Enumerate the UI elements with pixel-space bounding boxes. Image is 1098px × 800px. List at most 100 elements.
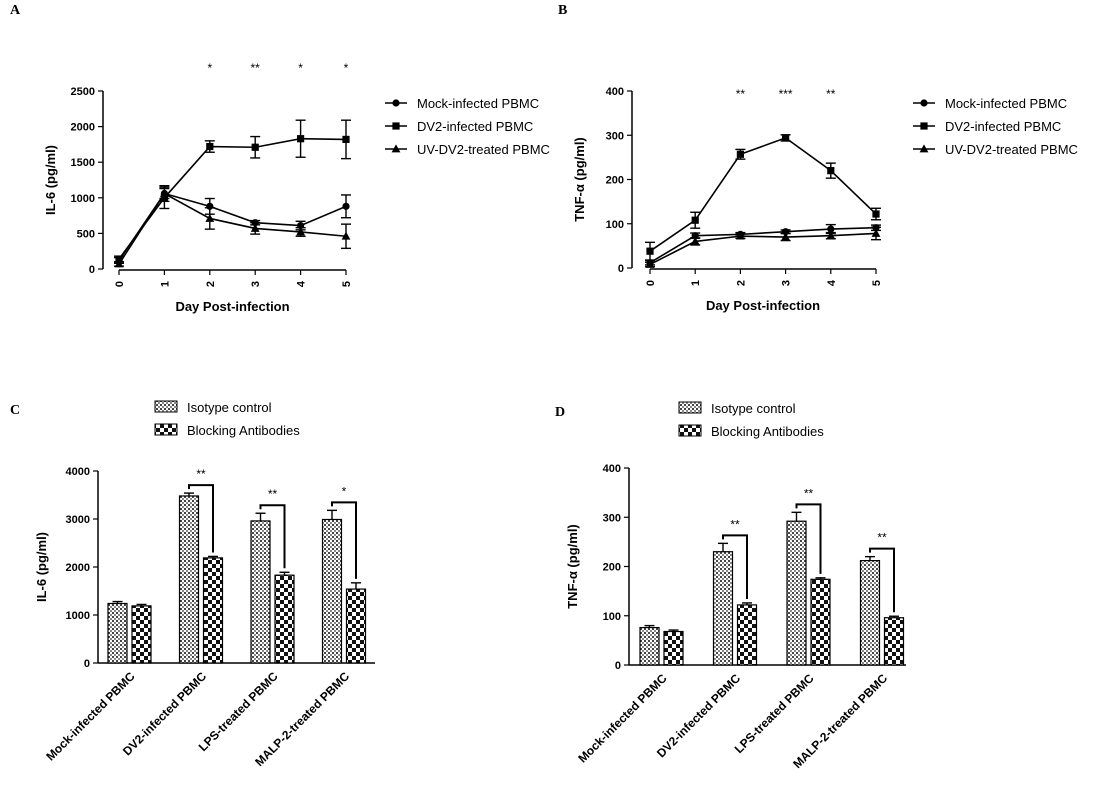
bar [178,495,200,664]
panel-label-a: A [10,3,21,18]
significance-label: * [344,61,349,75]
legend-label: Blocking Antibodies [187,423,300,438]
panel-label-c: C [10,403,20,418]
category-label: LPS-treated PBMC [196,669,281,754]
significance-label: ** [826,87,836,101]
significance-label: * [342,484,347,498]
x-tick-label: 1 [159,281,171,287]
series-line [118,192,347,261]
x-tick-label: 5 [871,280,883,286]
y-tick-label: 0 [84,658,90,670]
x-tick-label: 2 [205,281,217,287]
bar [250,520,271,664]
legend-marker [392,99,400,107]
data-point [342,202,350,210]
y-tick-label: 1500 [71,157,95,169]
bar [736,604,758,666]
data-point [205,213,215,222]
significance-bracket [722,534,748,599]
bar [883,617,905,666]
bar [663,630,684,666]
significance-label: * [298,61,303,75]
significance-label: ** [196,467,206,481]
legend-label: Mock-infected PBMC [945,96,1067,111]
significance-label: ** [251,61,261,75]
data-point [827,167,835,175]
y-axis-title: TNF-α (pg/ml) [572,137,587,222]
legend-swatch [154,400,178,413]
significance-bracket [259,504,286,569]
bar [321,518,343,664]
y-tick-label: 2500 [71,86,95,98]
x-tick-label: 5 [341,281,353,287]
x-tick-label: 2 [735,280,747,286]
y-tick-label: 2000 [71,122,95,134]
panel-a-line-chart: 0 500 1000 1500 2000 2500 0 1 2 3 4 5 Day Post-infec… [43,61,550,314]
data-point [736,150,744,158]
x-axis-title: Day Post-infection [175,299,289,314]
significance-label: ** [268,487,278,501]
legend-swatch [154,423,178,436]
legend-marker [920,99,928,107]
panel-label-d: D [555,405,565,420]
bar [107,602,128,664]
series-line [118,192,347,265]
category-label: DV2-infected PBMC [654,671,743,760]
y-tick-label: 1000 [71,193,95,205]
bar [786,520,807,666]
legend-marker [392,122,400,130]
series-line [118,137,347,260]
data-point [781,232,790,241]
significance-label: * [207,61,212,75]
series-line [649,232,877,266]
y-tick-label: 300 [603,512,621,524]
data-point [646,247,654,255]
bar [202,557,224,664]
data-point [645,259,655,268]
significance-bracket [795,503,822,574]
legend-marker [920,122,928,130]
category-label: LPS-treated PBMC [732,671,817,756]
data-point [206,142,214,151]
y-tick-label: 3000 [66,514,90,526]
data-point [782,134,790,142]
legend-marker [391,144,401,153]
bar [131,605,152,664]
bar [810,578,831,666]
bar [274,574,295,664]
data-point [115,255,123,263]
legend-swatch [678,401,702,414]
y-tick-label: 4000 [66,466,90,478]
data-point [341,231,351,240]
series-line [649,226,877,264]
significance-label: ** [877,531,887,545]
legend-swatch [678,424,702,437]
y-tick-label: 2000 [66,562,90,574]
legend-label: DV2-infected PBMC [945,119,1061,134]
data-point [342,135,350,144]
y-tick-label: 0 [615,660,621,672]
y-tick-label: 200 [603,562,621,574]
data-point [871,228,881,237]
y-tick-label: 100 [603,611,621,623]
x-tick-label: 3 [250,281,262,287]
bar [712,551,734,666]
x-tick-label: 3 [781,280,793,286]
x-axis-title: Day Post-infection [706,298,820,313]
legend-label: UV-DV2-treated PBMC [417,142,550,157]
bar [639,626,660,666]
bar [859,559,881,666]
series-line [649,137,877,252]
y-tick-label: 300 [606,130,624,142]
legend-label: UV-DV2-treated PBMC [945,142,1078,157]
y-tick-label: 500 [77,228,95,240]
y-tick-label: 400 [603,463,621,475]
data-point [826,231,836,240]
significance-label: ** [736,87,746,101]
significance-bracket [188,484,214,553]
y-axis-title: IL-6 (pg/ml) [34,532,49,602]
y-tick-label: 0 [89,264,95,276]
data-point [827,225,835,233]
